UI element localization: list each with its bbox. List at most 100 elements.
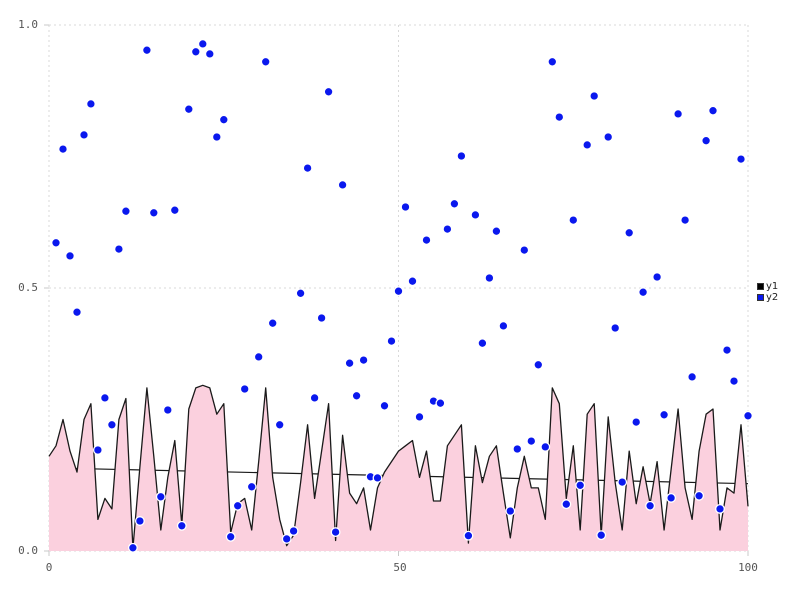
- scatter-point-y2: [127, 542, 138, 553]
- scatter-point-y2: [316, 313, 327, 323]
- scatter-point-y2: [547, 56, 558, 67]
- scatter-point-y2: [239, 384, 250, 394]
- scatter-point-y2: [141, 45, 152, 56]
- scatter-point-y2: [701, 135, 712, 146]
- scatter-point-y2: [51, 237, 61, 248]
- scatter-point-y2: [302, 163, 313, 174]
- scatter-point-y2: [519, 245, 530, 256]
- scatter-point-y2: [274, 419, 285, 430]
- legend-item-y2: y2: [757, 292, 778, 303]
- scatter-point-y2: [169, 205, 180, 216]
- scatter-point-y2: [484, 273, 495, 283]
- scatter-point-y2: [610, 323, 621, 333]
- scatter-point-y2: [183, 104, 194, 115]
- scatter-point-y2: [99, 392, 110, 403]
- legend-item-y1: y1: [757, 281, 778, 292]
- scatter-point-y2: [267, 318, 278, 329]
- x-axis-tick-label: 0: [45, 561, 53, 574]
- x-axis-tick-label: 50: [393, 561, 407, 574]
- scatter-point-y2: [246, 481, 257, 492]
- scatter-point-y2: [148, 207, 159, 218]
- scatter-point-y2: [533, 359, 544, 370]
- scatter-point-y2: [372, 472, 383, 483]
- legend: y1 y2: [757, 281, 778, 303]
- scatter-point-y2: [512, 444, 523, 454]
- scatter-point-y2: [505, 506, 516, 516]
- scatter-point-y2: [386, 336, 397, 347]
- scatter-point-y2: [197, 38, 208, 49]
- scatter-point-y2: [295, 288, 306, 299]
- scatter-point-y2: [85, 98, 96, 109]
- scatter-point-y2: [134, 516, 145, 526]
- scatter-point-y2: [687, 371, 698, 382]
- scatter-point-y2: [449, 198, 460, 209]
- scatter-point-y2: [260, 56, 271, 67]
- scatter-point-y2: [638, 287, 649, 298]
- scatter-point-y2: [211, 132, 222, 142]
- scatter-point-y2: [568, 215, 579, 226]
- area-outline-y1: [48, 384, 749, 550]
- scatter-point-y2: [330, 527, 341, 538]
- scatter-point-y2: [309, 392, 320, 403]
- y-axis-tick-label: 1.0: [18, 18, 38, 31]
- scatter-point-y2: [680, 215, 691, 226]
- scatter-point-y2: [190, 46, 201, 57]
- y-axis-tick-label: 0.5: [18, 281, 38, 294]
- scatter-point-y2: [575, 480, 586, 491]
- scatter-point-y2: [407, 276, 418, 287]
- scatter-point-y2: [596, 530, 607, 541]
- scatter-point-y2: [288, 526, 299, 536]
- scatter-point-y2: [631, 417, 642, 428]
- scatter-point-y2: [729, 376, 739, 387]
- x-axis-tick-label: 100: [738, 561, 758, 574]
- scatter-point-y2: [666, 492, 677, 503]
- scatter-point-y2: [232, 500, 243, 511]
- scatter-point-y2: [463, 530, 474, 541]
- scatter-point-y2: [659, 409, 670, 420]
- scatter-point-y2: [358, 355, 369, 366]
- scatter-point-y2: [435, 398, 446, 409]
- scatter-point-y2: [344, 358, 355, 369]
- scatter-point-y2: [176, 520, 187, 531]
- scatter-point-y2: [477, 338, 488, 349]
- scatter-point-y2: [281, 533, 292, 544]
- scatter-point-y2: [652, 272, 663, 282]
- scatter-point-y2: [694, 490, 705, 501]
- scatter-point-y2: [540, 441, 551, 452]
- scatter-point-y2: [92, 445, 103, 455]
- scatter-point-y2: [323, 86, 334, 97]
- legend-swatch-y1: [757, 283, 764, 290]
- scatter-point-y2: [72, 307, 82, 318]
- scatter-point-y2: [645, 500, 656, 511]
- scatter-point-y2: [708, 105, 718, 116]
- scatter-point-y2: [673, 108, 684, 119]
- scatter-point-y2: [715, 503, 725, 514]
- scatter-point-y2: [722, 345, 732, 356]
- scatter-point-y2: [155, 491, 166, 502]
- scatter-point-y2: [491, 226, 502, 237]
- scatter-point-y2: [337, 179, 348, 190]
- area-series-y1: [49, 385, 748, 551]
- scatter-point-y2: [736, 154, 746, 165]
- scatter-point-y2: [65, 250, 75, 261]
- scatter-point-y2: [589, 91, 600, 101]
- scatter-point-y2: [379, 400, 390, 411]
- y-axis-tick-label: 0.0: [18, 544, 38, 557]
- scatter-point-y2: [58, 144, 68, 155]
- scatter-point-y2: [414, 411, 425, 422]
- scatter-point-y2: [526, 436, 537, 447]
- scatter-point-y2: [253, 351, 264, 362]
- legend-label-y1: y1: [766, 280, 779, 292]
- scatter-point-y2: [421, 235, 432, 246]
- scatter-point-y2: [554, 112, 565, 123]
- scatter-point-y2: [113, 244, 124, 255]
- scatter-point-y2: [162, 405, 173, 415]
- scatter-point-y2: [400, 202, 411, 212]
- scatter-point-y2: [442, 224, 453, 235]
- scatter-point-y2: [456, 151, 467, 161]
- scatter-point-y2: [225, 531, 236, 542]
- scatter-point-y2: [120, 206, 131, 217]
- scatter-point-y2: [204, 48, 215, 59]
